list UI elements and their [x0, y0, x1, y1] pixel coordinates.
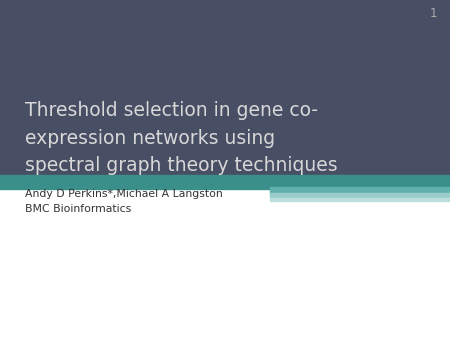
Text: Andy D Perkins*,Michael A Langston
BMC Bioinformatics: Andy D Perkins*,Michael A Langston BMC B…: [25, 189, 222, 214]
Bar: [270, 193, 450, 198]
Bar: [0, 175, 450, 189]
Bar: [0, 0, 450, 175]
Text: 1: 1: [430, 7, 437, 20]
Bar: [270, 187, 450, 194]
Bar: [270, 198, 450, 201]
Text: Threshold selection in gene co-
expression networks using
spectral graph theory : Threshold selection in gene co- expressi…: [25, 101, 338, 175]
